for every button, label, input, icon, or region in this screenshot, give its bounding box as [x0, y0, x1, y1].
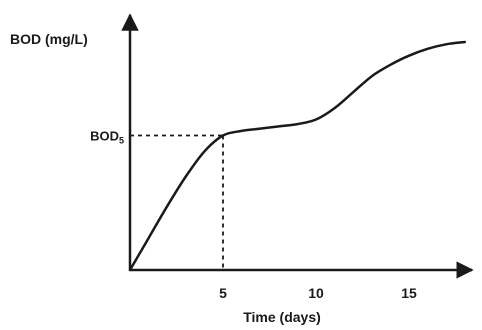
bod5-label: BOD5 [90, 129, 124, 146]
x-tick-labels: 5 10 15 [219, 285, 417, 301]
x-tick-label-5: 5 [219, 285, 227, 301]
x-tick-label-15: 15 [401, 285, 417, 301]
bod-curve [128, 40, 467, 272]
x-axis-label: Time (days) [243, 309, 321, 325]
y-axis-label: BOD (mg/L) [10, 31, 88, 47]
x-tick-label-10: 10 [308, 285, 324, 301]
